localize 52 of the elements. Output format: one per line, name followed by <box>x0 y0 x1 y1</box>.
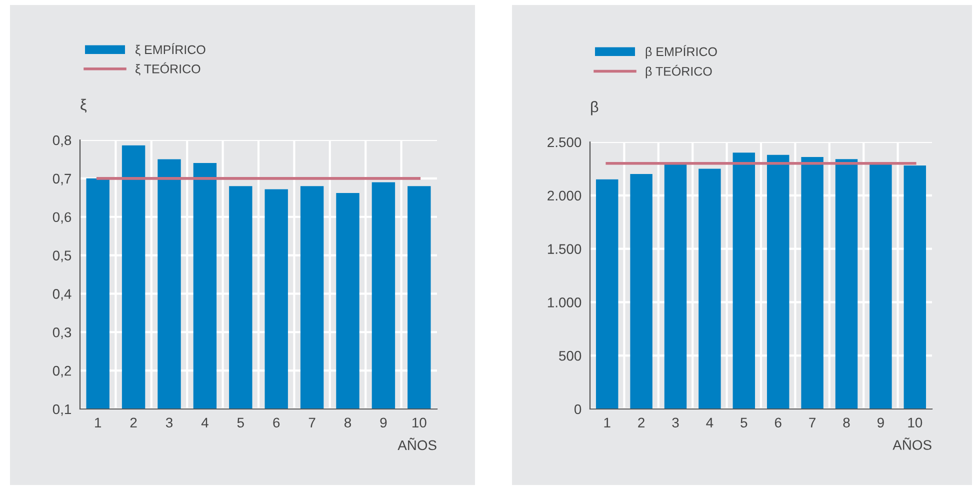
y-tick-label: 1.500 <box>548 244 582 254</box>
x-tick-label: 3 <box>166 418 172 428</box>
y-tick-label: 0,1 <box>52 404 71 416</box>
x-tick-label: 4 <box>706 418 714 428</box>
x-tick-label: 8 <box>843 418 850 428</box>
x-tick-label: 7 <box>308 418 316 428</box>
x-tick-label: 10 <box>908 418 922 428</box>
y-tick-label: 0,2 <box>52 366 71 378</box>
x-tick-label: 5 <box>740 418 748 428</box>
bar <box>870 163 892 409</box>
bar <box>904 165 926 409</box>
bar <box>835 159 858 409</box>
x-tick-label: 2 <box>638 418 644 428</box>
bar <box>766 154 790 409</box>
y-axis-title: ξ <box>80 98 87 113</box>
y-tick-label: 0,4 <box>52 289 72 301</box>
legend-label: β EMPÍRICO <box>646 45 717 59</box>
bar <box>801 156 824 409</box>
legend-label: ξ EMPÍRICO <box>136 43 206 56</box>
x-axis-title: AÑOS <box>398 438 436 450</box>
legend-label: β TEÓRICO <box>646 64 712 78</box>
x-tick-label: 9 <box>380 418 387 428</box>
y-tick-label: 2.000 <box>548 190 582 201</box>
x-tick-label: 6 <box>774 418 782 428</box>
y-tick-label: 0,7 <box>52 174 71 186</box>
x-tick-label: 1 <box>604 418 610 428</box>
y-tick-label: 1.000 <box>548 298 582 308</box>
bar <box>630 174 652 409</box>
x-tick-label: 9 <box>877 418 884 428</box>
x-axis-title: AÑOS <box>892 438 932 450</box>
y-axis-title: β <box>591 101 598 116</box>
x-tick-label: 6 <box>273 418 280 428</box>
x-tick-label: 8 <box>344 418 352 428</box>
x-tick-label: 7 <box>809 418 816 428</box>
x-tick-label: 1 <box>95 418 102 428</box>
y-tick-label: 0 <box>574 404 582 414</box>
y-tick-label: 500 <box>559 350 582 361</box>
x-tick-label: 10 <box>412 418 426 428</box>
x-tick-label: 5 <box>237 418 244 428</box>
y-tick-label: 0,8 <box>52 135 72 147</box>
x-tick-label: 2 <box>130 418 137 428</box>
y-tick-label: 2.500 <box>548 137 582 148</box>
y-tick-label: 0,5 <box>52 250 72 262</box>
legend-label: ξ TEÓRICO <box>136 62 200 76</box>
bar <box>732 152 756 409</box>
y-tick-label: 0,3 <box>52 327 72 339</box>
bar <box>698 168 721 409</box>
x-tick-label: 4 <box>201 418 208 428</box>
x-tick-label: 3 <box>672 418 679 428</box>
y-tick-label: 0,6 <box>52 212 72 224</box>
bar <box>596 179 618 409</box>
bar <box>664 163 687 409</box>
